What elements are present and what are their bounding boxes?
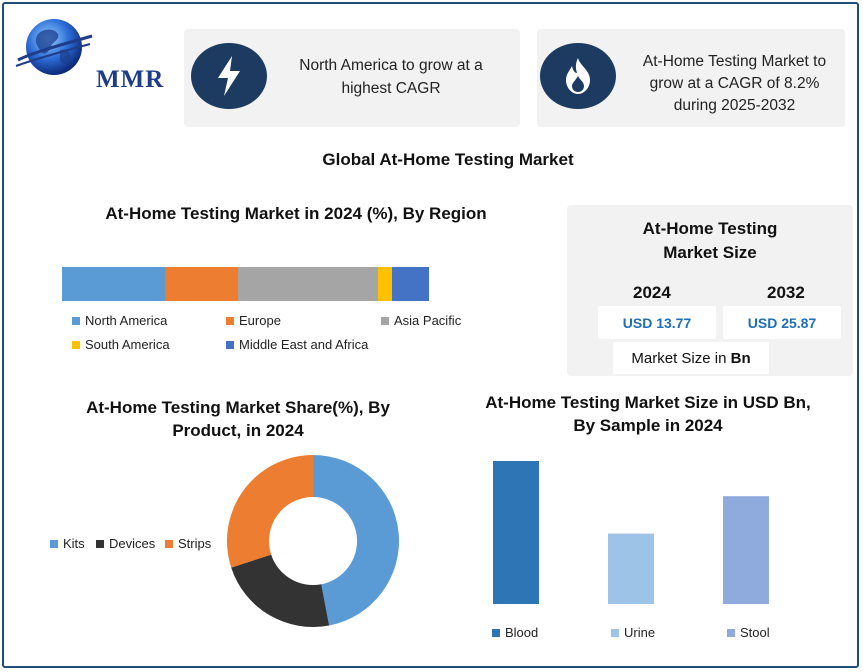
sample-chart-title: At-Home Testing Market Size in USD Bn, B… bbox=[485, 393, 811, 435]
legend-label: Blood bbox=[505, 625, 539, 640]
legend-label: Devices bbox=[109, 536, 156, 551]
legend-swatch bbox=[492, 628, 500, 637]
region-segment-middle-east-and-africa bbox=[392, 267, 429, 301]
logo-text: MMR bbox=[96, 66, 165, 93]
year-2032-label: 2032 bbox=[767, 283, 805, 302]
highlight-icon-badge bbox=[191, 43, 267, 109]
logo: MMR bbox=[14, 14, 174, 93]
legend-item-south-america: South America bbox=[72, 337, 170, 352]
legend-label: Stool bbox=[740, 625, 770, 640]
main-title: Global At-Home Testing Market bbox=[322, 150, 574, 169]
highlight-card-cagr-region: North America to grow at a highest CAGR bbox=[184, 29, 520, 127]
donut-slice-devices bbox=[231, 554, 330, 627]
year-2024-label: 2024 bbox=[633, 283, 671, 302]
legend-item-devices: Devices bbox=[96, 536, 155, 551]
legend-swatch bbox=[226, 316, 234, 325]
highlight-icon-badge bbox=[540, 43, 616, 109]
legend-item-asia-pacific: Asia Pacific bbox=[381, 313, 461, 328]
legend-label: Kits bbox=[63, 536, 85, 551]
legend-swatch bbox=[96, 539, 104, 548]
highlight-text: North America to grow at a highest CAGR bbox=[299, 57, 483, 97]
donut-slice-kits bbox=[313, 455, 399, 626]
bar-urine bbox=[608, 533, 654, 604]
legend-label: Middle East and Africa bbox=[239, 337, 369, 352]
flame-icon bbox=[566, 58, 590, 94]
sample-bar-chart bbox=[493, 461, 769, 604]
region-segment-south-america bbox=[377, 267, 393, 301]
legend-item-urine: Urine bbox=[611, 625, 655, 640]
legend-item-blood: Blood bbox=[492, 625, 538, 640]
product-chart-title: At-Home Testing Market Share(%), By Prod… bbox=[86, 398, 390, 440]
globe-icon bbox=[15, 19, 93, 75]
legend-swatch bbox=[72, 316, 80, 325]
legend-label: Urine bbox=[624, 625, 656, 640]
region-stacked-bar bbox=[62, 267, 429, 301]
region-chart-title: At-Home Testing Market in 2024 (%), By R… bbox=[105, 204, 487, 223]
legend-item-kits: Kits bbox=[50, 536, 85, 551]
legend-label: Europe bbox=[239, 313, 281, 328]
bar-blood bbox=[493, 461, 539, 604]
highlight-card-cagr-market: At-Home Testing Market to grow at a CAGR… bbox=[537, 29, 845, 127]
market-size-title: At-Home Testing Market Size bbox=[642, 219, 778, 262]
market-size-2024-value: USD 13.77 bbox=[598, 306, 716, 339]
market-size-unit: Market Size in Bn bbox=[613, 342, 769, 374]
legend-item-north-america: North America bbox=[72, 313, 167, 328]
legend-label: South America bbox=[85, 337, 170, 352]
legend-label: North America bbox=[85, 313, 168, 328]
legend-label: Asia Pacific bbox=[394, 313, 462, 328]
legend-item-europe: Europe bbox=[226, 313, 281, 328]
market-size-panel: At-Home Testing Market Size 2024 2032 US… bbox=[567, 205, 853, 376]
product-donut-chart bbox=[227, 455, 399, 627]
legend-swatch bbox=[611, 628, 619, 637]
unit-bold: Bn bbox=[730, 349, 751, 367]
legend-swatch bbox=[165, 539, 173, 548]
lightning-icon bbox=[218, 56, 240, 96]
legend-swatch bbox=[50, 539, 58, 548]
region-segment-north-america bbox=[62, 267, 165, 301]
legend-swatch bbox=[226, 340, 234, 349]
unit-prefix: Market Size in bbox=[631, 349, 727, 367]
legend-swatch bbox=[72, 340, 80, 349]
legend-item-stool: Stool bbox=[727, 625, 770, 640]
market-size-2032-value: USD 25.87 bbox=[723, 306, 841, 339]
legend-item-strips: Strips bbox=[165, 536, 211, 551]
legend-swatch bbox=[727, 628, 735, 637]
legend-item-middle-east-and-africa: Middle East and Africa bbox=[226, 337, 368, 352]
region-segment-europe bbox=[164, 267, 239, 301]
legend-label: Strips bbox=[178, 536, 212, 551]
legend-swatch bbox=[381, 316, 389, 325]
donut-slice-strips bbox=[227, 455, 313, 568]
highlight-text: At-Home Testing Market to grow at a CAGR… bbox=[642, 53, 827, 114]
bar-stool bbox=[723, 496, 769, 604]
region-segment-asia-pacific bbox=[238, 267, 378, 301]
